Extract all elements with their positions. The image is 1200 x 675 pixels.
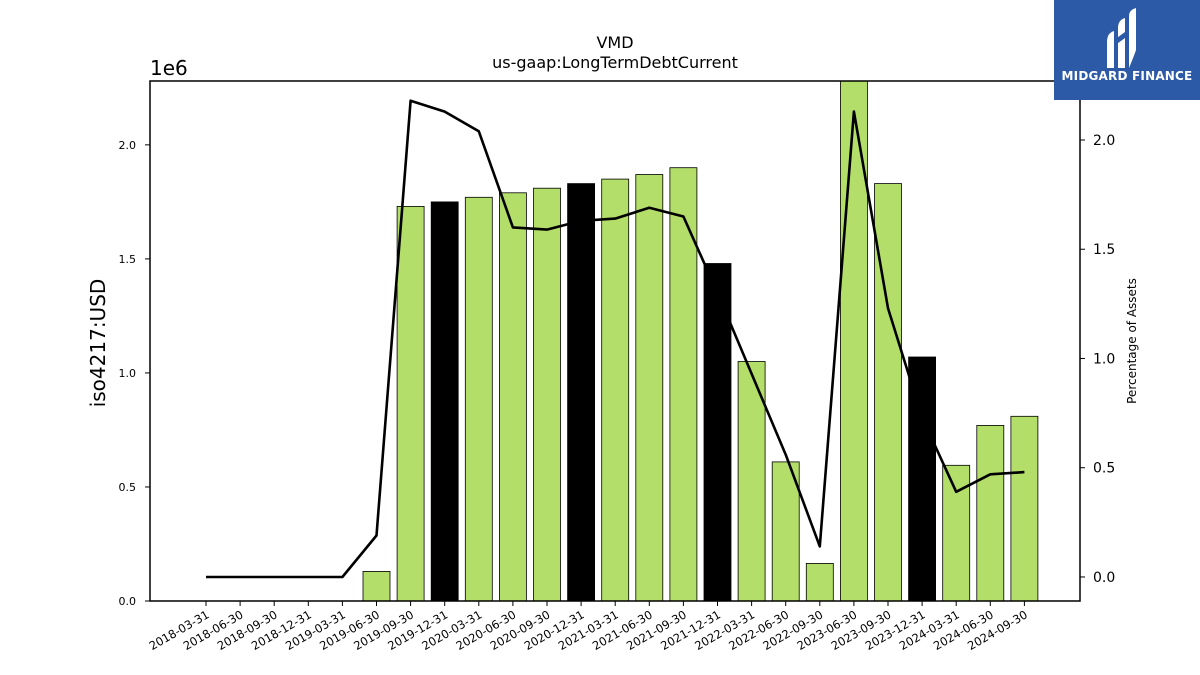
- bar-2022-09-30: [805, 563, 834, 602]
- line-percentage-of-assets: [206, 99, 1025, 579]
- y-tick-label: 2.0: [119, 139, 137, 152]
- logo-text: MIDGARD FINANCE: [1061, 69, 1193, 83]
- y-axis: 0.0 0.5 1.0 1.5 2.0: [119, 139, 150, 608]
- bar-2020-09-30: [533, 187, 561, 602]
- y-axis-label: iso4217:USD: [86, 279, 110, 408]
- bar-2021-09-30: [669, 167, 698, 602]
- brand-logo: MIDGARD FINANCE: [1054, 0, 1200, 100]
- chart-title: VMD: [596, 33, 633, 52]
- bar-2021-12-31: [703, 263, 732, 602]
- bar-2022-06-30: [771, 461, 800, 602]
- bar-2019-12-31: [430, 201, 459, 602]
- bars-group: [362, 80, 1039, 602]
- bar-2022-03-31: [737, 361, 766, 602]
- y2-tick-label: 2.0: [1093, 133, 1115, 149]
- bar-2024-09-30: [1010, 415, 1039, 602]
- logo-mark-icon: [1107, 8, 1136, 68]
- y-tick-label: 0.5: [119, 481, 137, 494]
- y2-axis-label: Percentage of Assets: [1125, 278, 1139, 404]
- bar-2023-12-31: [908, 356, 936, 602]
- bar-2021-06-30: [635, 174, 664, 602]
- y-offset-label: 1e6: [150, 56, 188, 80]
- y-tick-label: 1.5: [119, 253, 137, 266]
- bar-2020-03-31: [464, 196, 493, 602]
- bar-2020-06-30: [498, 192, 527, 602]
- bar-2024-06-30: [976, 424, 1005, 602]
- y2-tick-label: 0.5: [1093, 461, 1115, 477]
- y2-tick-label: 1.0: [1093, 351, 1115, 367]
- y2-tick-label: 0.0: [1093, 570, 1115, 586]
- chart-subtitle: us-gaap:LongTermDebtCurrent: [492, 53, 738, 72]
- y2-axis: 0.0 0.5 1.0 1.5 2.0: [1080, 133, 1115, 586]
- bar-2021-03-31: [601, 178, 630, 602]
- y2-tick-label: 1.5: [1093, 242, 1115, 258]
- bar-2019-09-30: [396, 205, 425, 602]
- y-tick-label: 0.0: [119, 595, 137, 608]
- bar-2019-06-30: [362, 571, 391, 602]
- y-tick-label: 1.0: [119, 367, 137, 380]
- line-group: [206, 99, 1025, 579]
- x-axis: 2018-03-312018-06-302018-09-302018-12-31…: [147, 601, 1030, 653]
- bar-2020-12-31: [567, 183, 595, 602]
